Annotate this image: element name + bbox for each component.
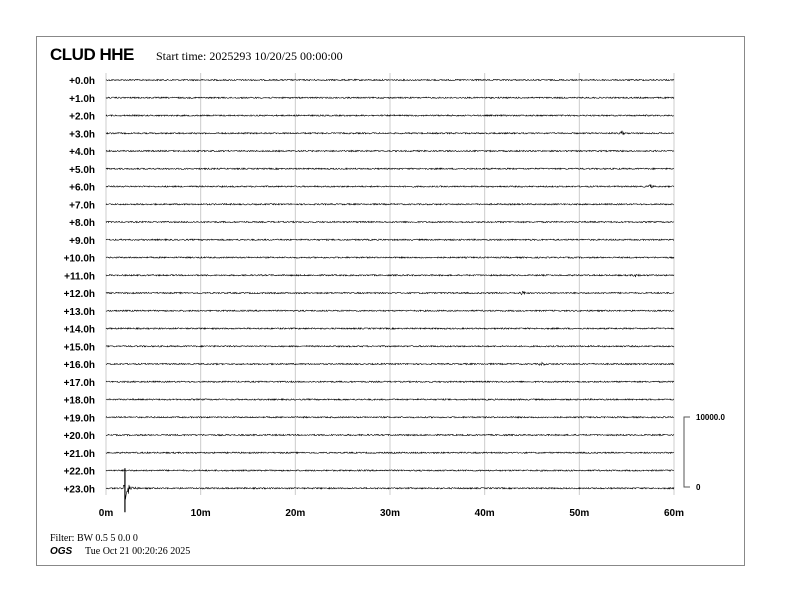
seismic-trace [105, 114, 675, 117]
row-label: +8.0h [69, 218, 95, 229]
start-time: Start time: 2025293 10/20/25 00:00:00 [156, 49, 343, 63]
x-tick-label: 10m [191, 508, 211, 519]
row-label: +17.0h [64, 378, 95, 389]
seismic-trace [105, 484, 675, 500]
x-tick-label: 20m [285, 508, 305, 519]
row-label: +18.0h [64, 396, 95, 407]
row-label: +11.0h [64, 271, 95, 282]
row-label: +21.0h [64, 449, 95, 460]
seismic-trace [105, 344, 675, 348]
row-label: +10.0h [64, 254, 95, 265]
seismic-trace [105, 130, 675, 136]
seismic-trace [105, 220, 675, 224]
x-tick-label: 50m [569, 508, 589, 519]
row-label: +16.0h [64, 360, 95, 371]
seismic-trace [105, 290, 675, 296]
filter-info: Filter: BW 0.5 5 0.0 0 [50, 533, 138, 544]
seismic-trace [105, 415, 675, 419]
row-label: +2.0h [69, 112, 95, 123]
seismic-trace [105, 255, 675, 260]
row-label: +7.0h [69, 200, 95, 211]
x-tick-label: 60m [664, 508, 684, 519]
scale-top-label: 10000.0 [696, 413, 725, 422]
seismic-trace [105, 361, 675, 366]
row-label: +1.0h [69, 94, 95, 105]
seismic-trace [105, 309, 675, 313]
seismic-trace [105, 78, 675, 82]
seismic-trace [105, 433, 675, 437]
row-label: +23.0h [64, 484, 95, 495]
row-label: +5.0h [69, 165, 95, 176]
seismic-trace [105, 183, 675, 189]
seismic-trace [105, 273, 675, 278]
print-timestamp: Tue Oct 21 00:20:26 2025 [85, 546, 191, 557]
row-label: +13.0h [64, 307, 95, 318]
scale-bottom-label: 0 [696, 483, 701, 492]
seismic-trace [105, 167, 675, 171]
row-label: +14.0h [64, 325, 95, 336]
x-tick-label: 30m [380, 508, 400, 519]
row-label: +3.0h [69, 129, 95, 140]
org-label: OGS [50, 546, 73, 557]
row-label: +6.0h [69, 183, 95, 194]
station-title: CLUD HHE [50, 45, 134, 64]
row-label: +4.0h [69, 147, 95, 158]
row-label: +12.0h [64, 289, 95, 300]
row-label: +9.0h [69, 236, 95, 247]
seismic-trace [105, 327, 675, 330]
plot-frame [36, 36, 745, 566]
row-label: +15.0h [64, 342, 95, 353]
seismic-trace [105, 380, 675, 384]
seismic-trace [105, 398, 675, 402]
row-label: +22.0h [64, 467, 95, 478]
seismic-trace [105, 202, 675, 206]
x-tick-label: 0m [99, 508, 114, 519]
row-label: +20.0h [64, 431, 95, 442]
row-label: +19.0h [64, 413, 95, 424]
amplitude-scale-bar [683, 416, 690, 488]
seismic-trace [105, 149, 675, 153]
row-label: +0.0h [69, 76, 95, 87]
seismic-trace [105, 451, 675, 455]
x-tick-label: 40m [475, 508, 495, 519]
seismic-trace [105, 238, 675, 242]
seismic-trace [105, 96, 675, 100]
seismic-trace [105, 469, 675, 472]
